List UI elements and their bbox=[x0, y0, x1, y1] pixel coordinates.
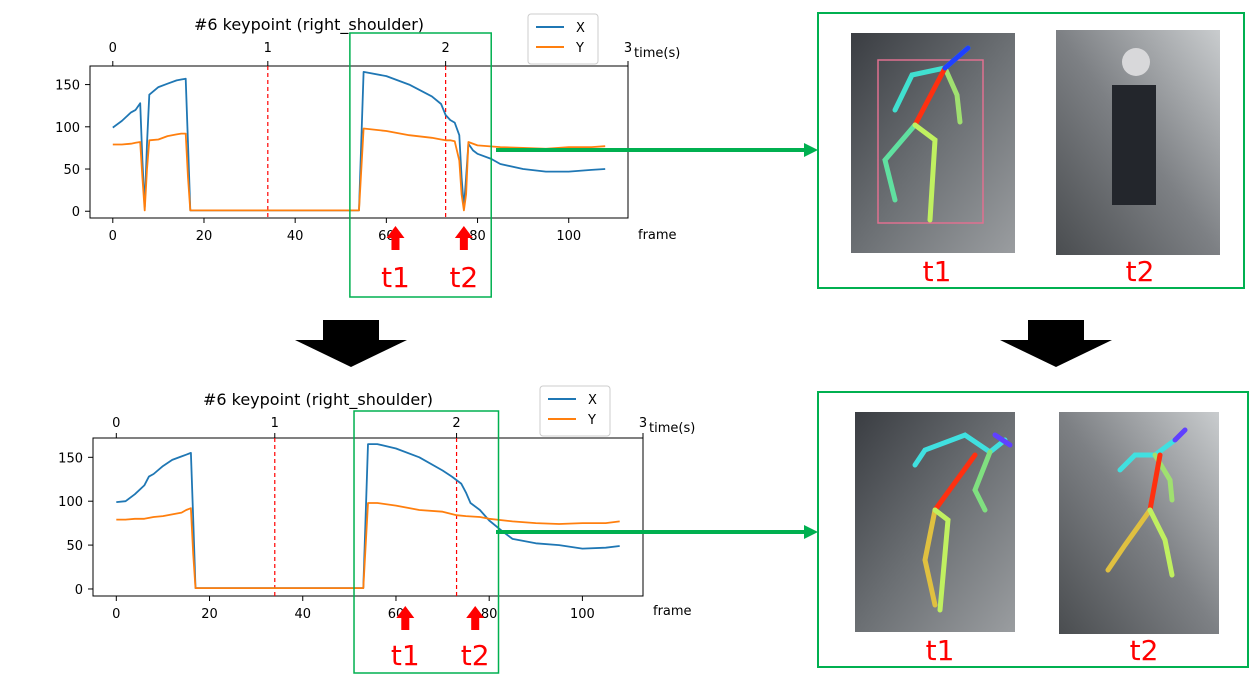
marker-label-t1: t1 bbox=[381, 261, 410, 294]
x-tick-label: 20 bbox=[201, 607, 218, 622]
marker-label-t2: t2 bbox=[449, 261, 478, 294]
chart-title: #6 keypoint (right_shoulder) bbox=[203, 390, 433, 410]
y-tick-label: 150 bbox=[58, 451, 83, 466]
chart-title: #6 keypoint (right_shoulder) bbox=[194, 15, 424, 35]
y-tick-label: 150 bbox=[55, 79, 80, 94]
up-arrow-icon bbox=[466, 606, 485, 630]
top-tick-label: 3 bbox=[624, 41, 632, 56]
legend-label: X bbox=[576, 21, 585, 36]
x-tick-label: 40 bbox=[294, 607, 311, 622]
marker-label-t1: t1 bbox=[391, 639, 420, 672]
x-tick-label: 0 bbox=[112, 607, 120, 622]
up-arrow-icon bbox=[454, 226, 473, 250]
connector-arrow-bottom-icon bbox=[496, 525, 818, 539]
top-tick-label: 0 bbox=[112, 416, 120, 431]
legend-box bbox=[527, 13, 599, 65]
down-arrow-right-icon bbox=[1000, 320, 1112, 367]
frame-t1-before bbox=[851, 33, 1015, 253]
top-panel-t1-label: t1 bbox=[923, 255, 952, 288]
y-tick-label: 0 bbox=[75, 583, 83, 598]
y-tick-label: 0 bbox=[72, 205, 80, 220]
series-line-x bbox=[112, 71, 606, 212]
frame-t2-after bbox=[1059, 412, 1219, 634]
legend-label: Y bbox=[587, 413, 596, 428]
bottom-panel-t1-label: t1 bbox=[926, 634, 955, 667]
series-line-y bbox=[116, 502, 620, 589]
legend-label: X bbox=[588, 393, 597, 408]
x-tick-label: 100 bbox=[556, 229, 581, 244]
down-arrow-left-icon bbox=[295, 320, 407, 367]
x-tick-label: 80 bbox=[481, 607, 498, 622]
series-line-y bbox=[112, 127, 606, 212]
plot-area bbox=[89, 65, 629, 219]
top-chart: #6 keypoint (right_shoulder)0 20 40 60 80 100… bbox=[55, 13, 680, 298]
x-tick-label: 40 bbox=[287, 229, 304, 244]
y-tick-label: 50 bbox=[63, 163, 80, 178]
connector-arrow-top-icon bbox=[496, 143, 818, 157]
top-tick-label: 3 bbox=[639, 416, 647, 431]
top-tick-label: 1 bbox=[264, 41, 272, 56]
bottom-chart: #6 keypoint (right_shoulder)0 20 40 60 80 100… bbox=[58, 385, 695, 674]
legend-box bbox=[539, 385, 611, 437]
legend-label: Y bbox=[575, 41, 584, 56]
y-tick-label: 100 bbox=[58, 495, 83, 510]
image-panel-bottom: t1 t2 bbox=[817, 391, 1249, 668]
x-tick-label: 0 bbox=[109, 229, 117, 244]
highlight-box bbox=[349, 32, 492, 298]
up-arrow-icon bbox=[386, 226, 405, 250]
x-tick-label: 60 bbox=[388, 607, 405, 622]
highlight-box bbox=[353, 410, 500, 674]
x-tick-label: 80 bbox=[469, 229, 486, 244]
plot-area bbox=[92, 437, 644, 597]
top-tick-label: 2 bbox=[452, 416, 460, 431]
top-panel-t2-label: t2 bbox=[1126, 255, 1155, 288]
y-tick-label: 100 bbox=[55, 121, 80, 136]
frame-t2-before bbox=[1056, 30, 1220, 255]
top-axis-label: time(s) bbox=[649, 421, 695, 436]
image-panel-top: t1 t2 bbox=[817, 12, 1245, 289]
marker-label-t2: t2 bbox=[461, 639, 490, 672]
top-tick-label: 0 bbox=[109, 41, 117, 56]
top-axis-label: time(s) bbox=[634, 46, 680, 61]
x-tick-label: 20 bbox=[196, 229, 213, 244]
y-tick-label: 50 bbox=[66, 539, 83, 554]
x-tick-label: 100 bbox=[570, 607, 595, 622]
top-tick-label: 1 bbox=[271, 416, 279, 431]
bottom-panel-t2-label: t2 bbox=[1130, 634, 1159, 667]
up-arrow-icon bbox=[396, 606, 415, 630]
top-tick-label: 2 bbox=[441, 41, 449, 56]
x-axis-label: frame bbox=[638, 228, 677, 243]
x-axis-label: frame bbox=[653, 604, 692, 619]
frame-t1-after bbox=[855, 412, 1015, 632]
